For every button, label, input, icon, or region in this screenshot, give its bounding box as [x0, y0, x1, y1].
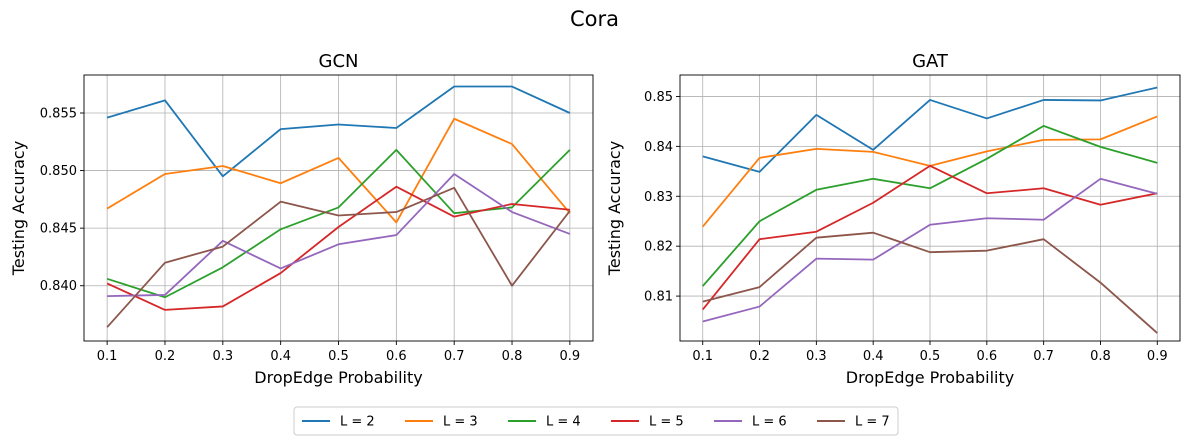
series-line-1-5 [702, 231, 1158, 334]
series-line-0-3 [106, 185, 570, 311]
legend-frame [293, 406, 899, 436]
legend-entry: L = 4 [546, 415, 581, 430]
y-axis-label: Testing Accuracy [605, 141, 624, 276]
chart-panel-gcn: 0.1 0.2 0.3 0.4 0.5 0.6 0.7 0.8 0.9 0.840 0.845 0.8… [9, 51, 594, 387]
x-tick-label: 0.7 [444, 349, 465, 364]
x-tick-label: 0.4 [863, 349, 884, 364]
legend-entry: L = 3 [443, 415, 478, 430]
legend: L = 2 L = 3 L = 4 L = 5 L = 6 L = 7 [293, 406, 899, 436]
x-tick-label: 0.7 [1033, 349, 1054, 364]
x-tick-label: 0.9 [560, 349, 581, 364]
x-tick-label: 0.9 [1147, 349, 1168, 364]
series-line-1-3 [702, 164, 1158, 311]
x-tick-label: 0.8 [1090, 349, 1111, 364]
series-line-0-5 [106, 186, 571, 328]
y-axis-label: Testing Accuracy [9, 141, 28, 276]
x-tick-label: 0.8 [502, 349, 523, 364]
x-tick-label: 0.6 [386, 349, 407, 364]
x-tick-label: 0.6 [976, 349, 997, 364]
legend-entry: L = 6 [752, 415, 787, 430]
legend-entry: L = 2 [340, 415, 375, 430]
chart-panels: 0.1 0.2 0.3 0.4 0.5 0.6 0.7 0.8 0.9 0.840 0.845 0.8… [9, 51, 1181, 387]
series-line-0-2 [106, 148, 571, 299]
figure-title: Cora [570, 7, 619, 31]
y-tick-label: 0.855 [40, 107, 77, 122]
series-line-0-0 [106, 85, 571, 178]
x-tick-label: 0.5 [328, 349, 349, 364]
series-line-1-4 [702, 177, 1158, 323]
panel-title: GAT [912, 51, 949, 72]
x-tick-label: 0.1 [97, 349, 118, 364]
legend-entry: L = 5 [649, 415, 684, 430]
x-tick-label: 0.2 [749, 349, 770, 364]
y-tick-label: 0.85 [644, 90, 673, 105]
y-tick-label: 0.82 [644, 240, 673, 255]
x-tick-label: 0.5 [920, 349, 941, 364]
y-tick-label: 0.84 [644, 140, 673, 155]
y-tick-label: 0.850 [40, 164, 77, 179]
y-tick-label: 0.845 [40, 222, 77, 237]
series-line-0-1 [106, 117, 571, 224]
x-tick-label: 0.3 [806, 349, 827, 364]
y-tick-label: 0.840 [40, 279, 77, 294]
legend-entry: L = 7 [855, 415, 890, 430]
x-tick-label: 0.2 [155, 349, 176, 364]
y-tick-label: 0.83 [644, 190, 673, 205]
x-tick-label: 0.4 [270, 349, 291, 364]
series-line-1-2 [702, 125, 1158, 287]
series-line-1-0 [702, 86, 1158, 173]
x-axis-label: DropEdge Probability [254, 368, 422, 387]
series-line-0-4 [107, 173, 571, 297]
y-tick-label: 0.81 [644, 290, 673, 305]
x-tick-label: 0.3 [212, 349, 233, 364]
x-axis-label: DropEdge Probability [846, 368, 1014, 387]
panel-title: GCN [319, 51, 359, 72]
chart-panel-gat: 0.1 0.2 0.3 0.4 0.5 0.6 0.7 0.8 0.9 0.81 0.82 0.83 0… [605, 51, 1181, 387]
x-tick-label: 0.1 [692, 349, 713, 364]
